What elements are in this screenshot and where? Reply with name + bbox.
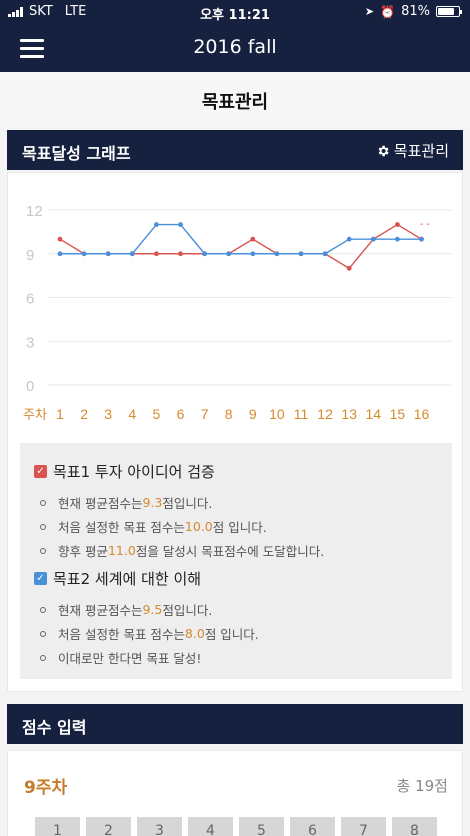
series-2-point	[57, 251, 63, 257]
goal1-line-2: 처음 설정한 목표 점수는 10.0 점 입니다.	[40, 517, 267, 536]
battery-icon	[436, 6, 462, 17]
series-2-point	[178, 222, 183, 227]
series-2-point	[154, 222, 159, 227]
goal1-title: ✓ 목표1 투자 아이디어 검증	[34, 461, 215, 482]
series-2-point	[105, 251, 111, 257]
y-tick-label: 6	[26, 291, 34, 308]
series-1-point	[57, 236, 63, 242]
goal-manage-label: 목표관리	[393, 142, 449, 160]
goal1-line-1: 현재 평균점수는 9.3 점입니다.	[40, 493, 212, 512]
x-tick-label: 15	[390, 406, 406, 422]
series-2-point	[250, 251, 256, 257]
page-title: 목표관리	[201, 92, 269, 113]
score-button-1[interactable]: 1	[35, 817, 80, 836]
page-title-bar: 목표관리	[0, 72, 470, 128]
goal2-label: 목표2 세계에 대한 이해	[53, 570, 202, 588]
series-2-point	[202, 251, 208, 257]
series-1-point	[250, 236, 256, 242]
app-header: 2016 fall	[0, 24, 470, 72]
graph-section-header: 목표달성 그래프 목표관리	[7, 130, 463, 170]
goal1-line-3: 향후 평균 11.0 점을 달성시 목표점수에 도달합니다.	[40, 541, 324, 560]
series-line-2	[60, 223, 422, 255]
x-tick-label: 12	[317, 406, 333, 422]
goal2-checkbox-icon[interactable]: ✓	[34, 572, 47, 585]
carrier: SKT	[29, 4, 53, 19]
series-2-point	[129, 251, 135, 257]
gear-icon	[378, 145, 389, 156]
series-2-point	[370, 236, 376, 242]
alarm-icon: ⏰	[380, 4, 396, 19]
x-tick-label: 9	[249, 406, 257, 422]
score-button-4[interactable]: 4	[188, 817, 233, 836]
hamburger-menu-icon[interactable]	[20, 39, 44, 58]
series-1-point	[395, 222, 400, 227]
x-tick-label: 2	[80, 406, 88, 422]
x-tick-label: 8	[225, 406, 233, 422]
x-tick-label: 14	[366, 406, 382, 422]
score-button-2[interactable]: 2	[86, 817, 131, 836]
x-tick-label: 7	[201, 406, 209, 422]
series-1-point	[154, 251, 159, 257]
series-2-point	[322, 251, 328, 257]
goal1-checkbox-icon[interactable]: ✓	[34, 465, 47, 478]
legend-text: - -	[420, 219, 429, 230]
score-button-3[interactable]: 3	[137, 817, 182, 836]
goal2-line-3: 이대로만 한다면 목표 달성!	[40, 648, 201, 667]
x-tick-label: 4	[128, 406, 136, 422]
series-2-point	[298, 251, 304, 257]
series-2-point	[419, 236, 424, 242]
series-2-point	[226, 251, 232, 257]
status-bar: SKT LTE 오후 11:21 ➤ ⏰ 81%	[0, 0, 470, 24]
y-tick-label: 0	[26, 378, 34, 395]
goal2-line-2: 처음 설정한 목표 점수는 8.0 점 입니다.	[40, 624, 259, 643]
series-2-point	[274, 251, 280, 257]
series-1-point	[178, 251, 183, 257]
x-tick-label: 1	[56, 406, 64, 422]
score-button-5[interactable]: 5	[239, 817, 284, 836]
score-section-header: 점수 입력	[7, 704, 463, 744]
score-button-7[interactable]: 7	[341, 817, 386, 836]
x-tick-label: 11	[294, 406, 309, 422]
graph-card: 12 9 6 3 0 주차 1 2 3 4 5 6 7 8 9 10 11 12 13 14 15 16- - ✓ 목표1…	[7, 172, 463, 692]
signal-icon	[8, 6, 23, 17]
x-tick-label: 16	[414, 406, 430, 422]
y-tick-label: 3	[26, 334, 34, 351]
goal2-title: ✓ 목표2 세계에 대한 이해	[34, 568, 201, 589]
app-title: 2016 fall	[193, 36, 277, 58]
y-tick-label: 12	[26, 203, 43, 220]
x-tick-label: 3	[104, 406, 112, 422]
network: LTE	[64, 4, 87, 19]
location-icon: ➤	[364, 5, 375, 18]
score-button-6[interactable]: 6	[290, 817, 335, 836]
y-tick-label: 9	[26, 247, 34, 264]
goal-summary-box: ✓ 목표1 투자 아이디어 검증 현재 평균점수는 9.3 점입니다. 처음 설정…	[20, 443, 452, 679]
series-2-point	[395, 236, 400, 242]
graph-section-title: 목표달성 그래프	[22, 144, 131, 163]
goal1-label: 목표1 투자 아이디어 검증	[53, 463, 215, 481]
x-tick-label: 6	[177, 406, 185, 422]
series-line-1	[59, 223, 422, 270]
series-1-point	[346, 265, 352, 271]
x-tick-label: 5	[153, 406, 161, 422]
x-axis-label: 주차	[23, 408, 47, 423]
series-2-point	[346, 236, 352, 242]
series-2-point	[81, 251, 87, 257]
clock: 오후 11:21	[200, 8, 270, 23]
x-tick-label: 13	[341, 406, 357, 422]
battery-percent: 81%	[401, 4, 430, 19]
score-section-title: 점수 입력	[22, 718, 87, 737]
current-week-label: 9주차	[24, 778, 68, 798]
score-button-8[interactable]: 8	[392, 817, 437, 836]
goal-manage-button[interactable]: 목표관리	[376, 140, 449, 161]
x-tick-label: 10	[269, 406, 285, 422]
goal2-line-1: 현재 평균점수는 9.5 점입니다.	[40, 600, 212, 619]
total-score: 총 19점	[396, 777, 448, 795]
